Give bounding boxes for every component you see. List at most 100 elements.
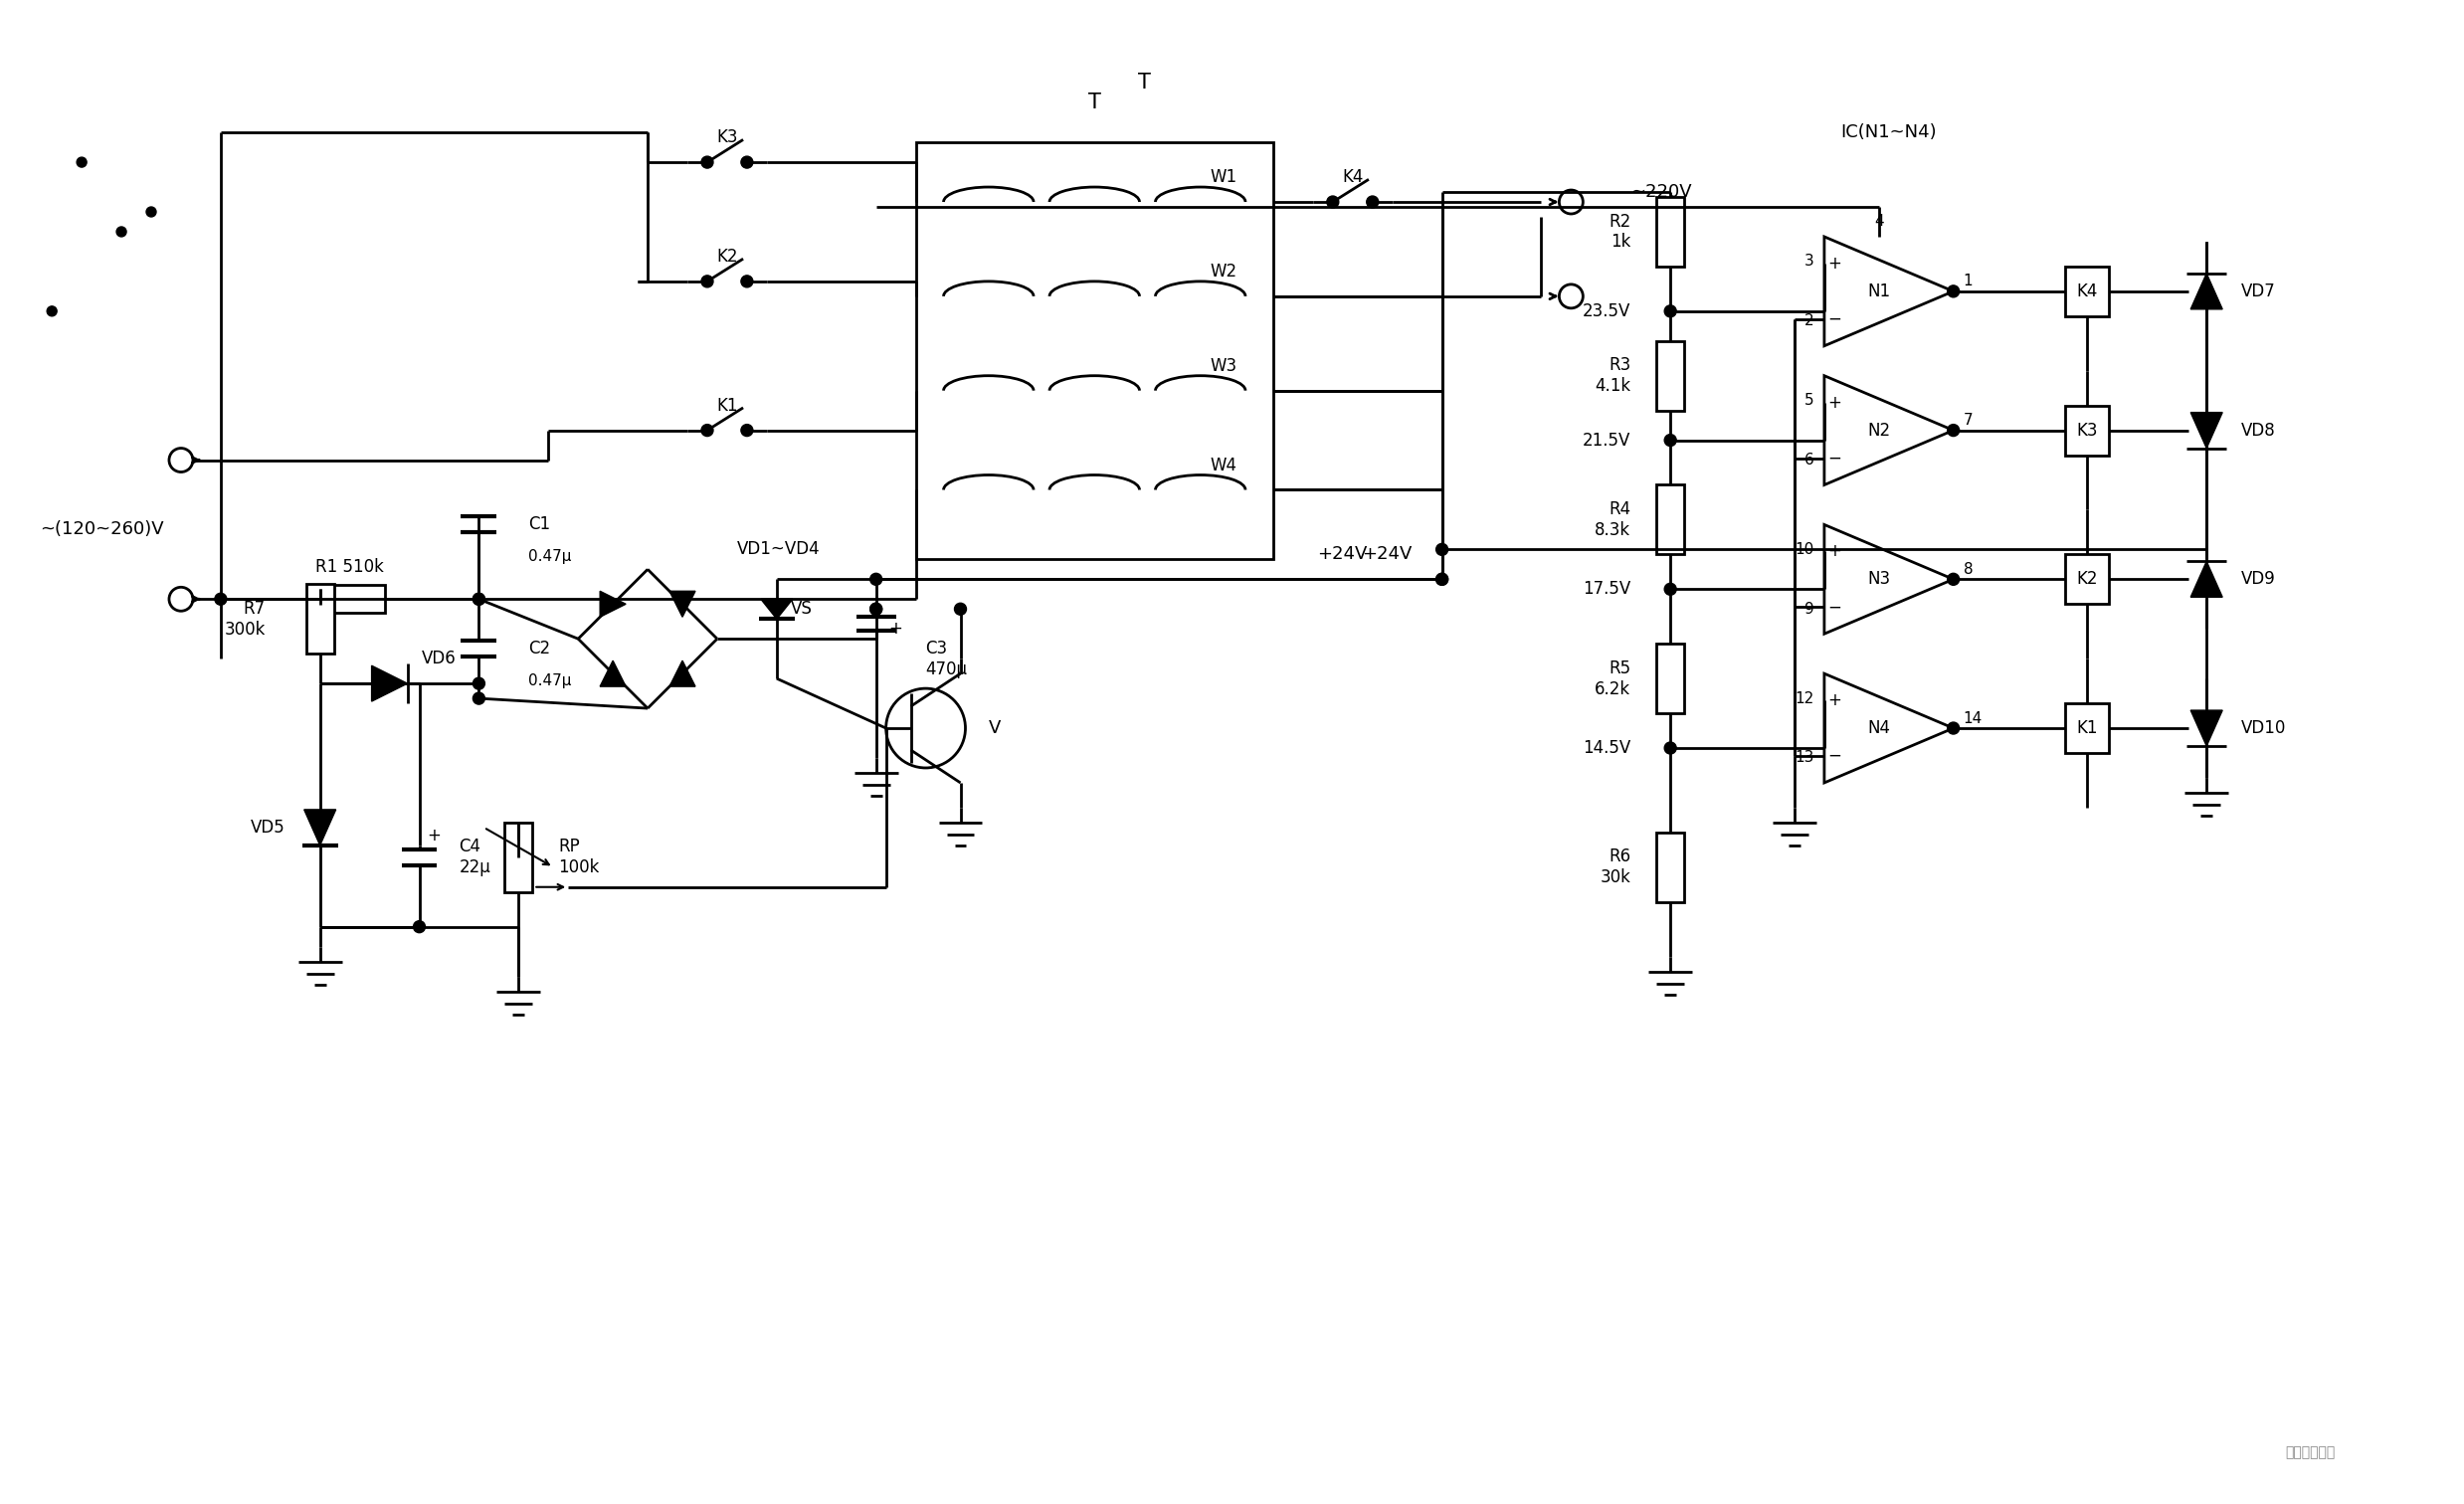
Circle shape	[1663, 741, 1676, 754]
Text: +24V: +24V	[1363, 546, 1412, 564]
Bar	[505, 823, 532, 892]
Text: VD7: VD7	[2242, 283, 2277, 301]
Text: 8: 8	[1964, 562, 1974, 576]
Text: VS: VS	[791, 600, 813, 618]
Circle shape	[47, 307, 57, 316]
Bar	[315, 585, 384, 614]
Text: N3: N3	[1868, 570, 1890, 588]
Text: 2: 2	[1804, 314, 1814, 328]
Circle shape	[1663, 435, 1676, 447]
Polygon shape	[670, 660, 695, 686]
Text: +24V: +24V	[1318, 546, 1368, 564]
Circle shape	[870, 573, 882, 585]
Bar	[1656, 341, 1685, 411]
Text: 10: 10	[1796, 541, 1814, 556]
Text: W4: W4	[1210, 456, 1237, 474]
Text: 6: 6	[1804, 453, 1814, 468]
Text: T: T	[1138, 72, 1151, 93]
Text: V: V	[988, 719, 1000, 737]
Text: VD1~VD4: VD1~VD4	[737, 540, 821, 558]
Circle shape	[473, 593, 485, 605]
Text: VD6: VD6	[421, 650, 456, 668]
Text: 1: 1	[1964, 274, 1974, 289]
Bar	[2065, 266, 2109, 316]
Text: −: −	[1828, 599, 1841, 617]
Text: K4: K4	[2077, 283, 2097, 301]
Text: K3: K3	[2077, 421, 2099, 439]
Bar	[1656, 197, 1685, 266]
Circle shape	[702, 275, 712, 287]
Circle shape	[1663, 305, 1676, 317]
Text: ~(120~260)V: ~(120~260)V	[39, 520, 163, 538]
Text: −: −	[1828, 747, 1841, 766]
Text: R4
8.3k: R4 8.3k	[1594, 501, 1631, 538]
Text: +: +	[890, 620, 902, 638]
Text: +: +	[1828, 543, 1841, 561]
Text: 13: 13	[1796, 750, 1814, 766]
Text: C1: C1	[527, 516, 549, 534]
Text: 21.5V: 21.5V	[1582, 432, 1631, 450]
Text: 17.5V: 17.5V	[1582, 581, 1631, 599]
Text: +: +	[426, 827, 441, 844]
Polygon shape	[601, 591, 626, 617]
Circle shape	[473, 593, 485, 605]
Text: W2: W2	[1210, 263, 1237, 280]
Text: VD9: VD9	[2242, 570, 2277, 588]
Bar	[2065, 406, 2109, 456]
Text: 14: 14	[1964, 711, 1984, 726]
Text: R6
30k: R6 30k	[1599, 848, 1631, 886]
Text: 5: 5	[1804, 393, 1814, 408]
Text: K2: K2	[2077, 570, 2099, 588]
Text: VD8: VD8	[2242, 421, 2277, 439]
Bar	[917, 143, 1274, 559]
Circle shape	[1326, 196, 1338, 208]
Circle shape	[702, 156, 712, 168]
Text: 7: 7	[1964, 414, 1974, 427]
Circle shape	[1947, 573, 1959, 585]
Polygon shape	[761, 599, 793, 620]
Text: N1: N1	[1868, 283, 1890, 301]
Polygon shape	[372, 666, 407, 701]
Polygon shape	[2190, 412, 2223, 448]
Text: VD10: VD10	[2242, 719, 2287, 737]
Circle shape	[414, 920, 426, 932]
Polygon shape	[303, 809, 335, 845]
Text: N4: N4	[1868, 719, 1890, 737]
Polygon shape	[2190, 561, 2223, 597]
Circle shape	[1437, 573, 1449, 585]
Text: −: −	[1828, 450, 1841, 468]
Text: K1: K1	[717, 397, 737, 415]
Circle shape	[1947, 722, 1959, 734]
Text: −: −	[1828, 310, 1841, 328]
Polygon shape	[2190, 710, 2223, 746]
Bar	[2065, 704, 2109, 754]
Text: +: +	[1828, 692, 1841, 710]
Circle shape	[145, 208, 155, 217]
Text: K2: K2	[717, 248, 737, 266]
Circle shape	[742, 275, 754, 287]
Circle shape	[1947, 424, 1959, 436]
Text: 23.5V: 23.5V	[1582, 302, 1631, 320]
Text: K1: K1	[2077, 719, 2099, 737]
Text: R3
4.1k: R3 4.1k	[1594, 356, 1631, 396]
Text: R2
1k: R2 1k	[1609, 212, 1631, 251]
Bar	[1656, 832, 1685, 902]
Text: 9: 9	[1804, 602, 1814, 617]
Polygon shape	[601, 660, 626, 686]
Circle shape	[473, 692, 485, 704]
Text: +: +	[1828, 394, 1841, 412]
Circle shape	[1368, 196, 1377, 208]
Circle shape	[1437, 543, 1449, 555]
Text: 0.47μ: 0.47μ	[527, 674, 572, 687]
Text: RP
100k: RP 100k	[559, 838, 599, 877]
Circle shape	[870, 603, 882, 615]
Text: 3: 3	[1804, 254, 1814, 269]
Text: 推库电子市场: 推库电子市场	[2287, 1445, 2336, 1460]
Bar	[2065, 555, 2109, 605]
Text: IC(N1~N4): IC(N1~N4)	[1841, 123, 1937, 141]
Bar	[306, 584, 335, 654]
Text: VD5: VD5	[251, 818, 286, 836]
Text: R7
300k: R7 300k	[224, 600, 266, 638]
Circle shape	[76, 158, 86, 167]
Circle shape	[116, 227, 126, 236]
